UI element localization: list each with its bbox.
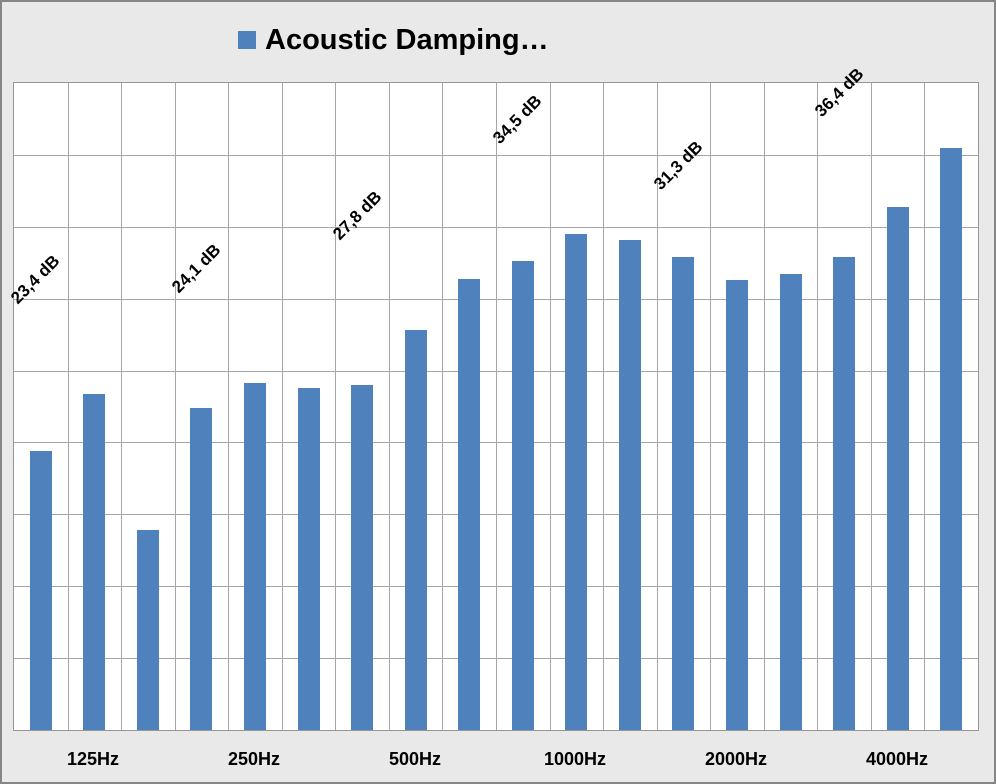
vertical-gridline: [335, 83, 336, 730]
bar: [244, 383, 266, 730]
bar-data-label: 34,5 dB: [489, 91, 546, 148]
bar-data-label: 36,4 dB: [811, 64, 868, 121]
vertical-gridline: [603, 83, 604, 730]
x-axis-tick-label: 500Hz: [388, 749, 442, 769]
vertical-gridline: [817, 83, 818, 730]
bar: [619, 240, 641, 730]
vertical-gridline: [228, 83, 229, 730]
vertical-gridline: [657, 83, 658, 730]
x-axis-tick-label: 4000Hz: [865, 749, 929, 769]
plot-area: 23,4 dB 24,1 dB 27,8 dB 34,5 dB 31,3 dB 36,4 …: [7, 64, 979, 731]
bar: [190, 408, 212, 730]
vertical-gridline: [871, 83, 872, 730]
legend-series-label: Acoustic Damping…: [265, 23, 549, 56]
vertical-gridline: [389, 83, 390, 730]
vertical-gridline: [442, 83, 443, 730]
bar: [83, 394, 105, 730]
bar: [940, 148, 962, 730]
bar: [726, 280, 748, 730]
bar: [30, 451, 52, 730]
bar: [780, 274, 802, 730]
vertical-gridline: [68, 83, 69, 730]
x-axis-tick-label: 2000Hz: [704, 749, 768, 769]
x-axis-tick-label: 125Hz: [66, 749, 120, 769]
bar: [405, 330, 427, 730]
vertical-gridline: [550, 83, 551, 730]
bar-data-label: 31,3 dB: [650, 137, 707, 194]
vertical-gridline: [175, 83, 176, 730]
vertical-gridline: [282, 83, 283, 730]
x-axis-tick-label: 1000Hz: [543, 749, 607, 769]
bar-data-label: 27,8 dB: [329, 187, 386, 244]
bar: [351, 385, 373, 730]
bar: [565, 234, 587, 730]
bar: [298, 388, 320, 730]
vertical-gridline: [764, 83, 765, 730]
chart-legend: Acoustic Damping…: [238, 20, 549, 60]
x-axis-tick-label: 250Hz: [227, 749, 281, 769]
vertical-gridline: [496, 83, 497, 730]
bar: [458, 279, 480, 730]
bar: [137, 530, 159, 730]
legend-series-marker-icon: [238, 31, 256, 49]
bar-data-label: 24,1 dB: [168, 240, 225, 297]
bar: [672, 257, 694, 730]
vertical-gridline: [710, 83, 711, 730]
bar-data-label: 23,4 dB: [7, 251, 64, 308]
bar: [833, 257, 855, 730]
bar: [887, 207, 909, 730]
vertical-gridline: [121, 83, 122, 730]
bar: [512, 261, 534, 730]
vertical-gridline: [924, 83, 925, 730]
